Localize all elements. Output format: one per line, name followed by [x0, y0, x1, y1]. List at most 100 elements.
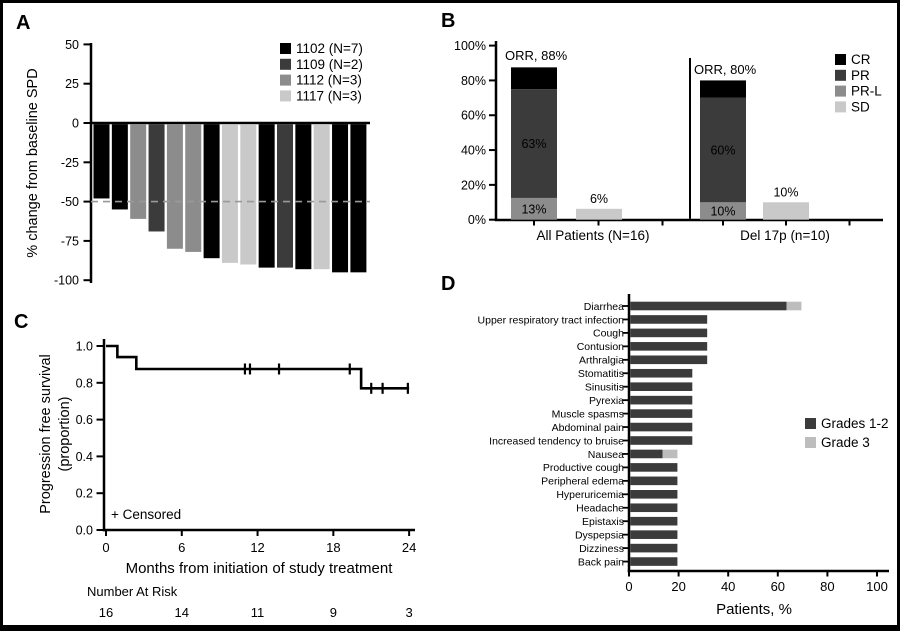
d-category-label: Stomatitis — [578, 368, 624, 380]
a-y-tick-label: 50 — [65, 38, 79, 52]
d-bar-grades-1-2 — [630, 355, 708, 365]
a-legend-label: 1102 (N=7) — [296, 41, 363, 56]
d-x-tick-label: 0 — [625, 579, 632, 594]
d-category-label: Arthralgia — [579, 355, 624, 367]
d-bar-grade-3 — [786, 301, 802, 311]
d-bar-grades-1-2 — [630, 328, 708, 338]
a-waterfall-bar — [350, 124, 367, 273]
b-legend-swatch — [835, 85, 846, 97]
d-bar-grades-1-2 — [630, 516, 678, 526]
a-waterfall-bar — [166, 124, 183, 249]
c-y-tick-label: 0.8 — [76, 376, 93, 390]
c-y-tick-label: 0.2 — [76, 487, 93, 501]
b-segment-value-label: 13% — [521, 72, 546, 86]
b-stack-segment-cr — [511, 67, 557, 90]
d-bar-grades-1-2 — [630, 490, 678, 499]
d-x-tick-label: 60 — [771, 579, 785, 594]
a-waterfall-bar — [258, 124, 275, 268]
a-legend-swatch — [280, 74, 291, 86]
panel-b-response-chart: 0% 20% 40% 60% 80% 100% 13% 63% 13% 6% ORR, 88% All… — [454, 39, 883, 243]
b-group-label: All Patients (N=16) — [537, 228, 650, 243]
d-legend-swatch — [805, 437, 816, 448]
c-y-tick-label: 0.6 — [76, 413, 93, 427]
d-category-label: Headache — [576, 503, 624, 515]
a-y-tick-label: -75 — [61, 234, 79, 248]
b-group-label: Del 17p (n=10) — [740, 228, 830, 243]
d-bar-grades-1-2 — [630, 503, 678, 513]
d-category-label: Increased tendency to bruise — [489, 435, 624, 447]
c-x-tick-label: 0 — [102, 540, 109, 555]
b-legend-swatch — [835, 69, 846, 81]
d-x-tick-label: 100 — [866, 579, 888, 594]
b-stack-segment-pr — [700, 97, 746, 203]
b-segment-value-label: 10% — [710, 83, 735, 97]
a-legend-label: 1117 (N=3) — [296, 88, 362, 103]
d-category-label: Abdominal pain — [552, 422, 625, 434]
d-category-label: Hyperuricemia — [556, 489, 624, 501]
b-legend-swatch — [835, 54, 846, 65]
c-x-tick-label: 6 — [178, 540, 185, 555]
b-sd-value-label: 6% — [590, 192, 608, 206]
d-bar-grades-1-2 — [630, 463, 678, 472]
a-waterfall-bar — [93, 124, 110, 199]
c-number-at-risk-title: Number At Risk — [87, 584, 178, 599]
a-waterfall-bar — [111, 124, 128, 210]
d-legend-swatch — [805, 418, 816, 429]
d-category-label: Sinusitis — [585, 382, 624, 394]
b-legend-label: PR-L — [851, 84, 882, 99]
d-bar-grades-1-2 — [630, 395, 693, 405]
c-y-tick-label: 0.0 — [76, 524, 93, 538]
d-x-axis-title: Patients, % — [716, 601, 792, 618]
d-category-label: Dizziness — [579, 543, 624, 555]
b-y-tick-label: 100% — [454, 39, 486, 53]
a-waterfall-bar — [313, 124, 330, 270]
d-category-label: Upper respiratory tract infection — [478, 314, 625, 326]
d-bar-grades-1-2 — [630, 557, 678, 566]
a-waterfall-bar — [221, 124, 238, 263]
c-y-axis-title-line1: Progression free survival — [38, 354, 54, 514]
a-legend-swatch — [280, 90, 291, 102]
b-legend-label: PR — [851, 68, 870, 83]
a-y-tick-label: -50 — [61, 195, 79, 209]
b-segment-value-label: 60% — [710, 144, 735, 158]
d-x-tick-label: 20 — [671, 579, 685, 594]
d-category-label: Productive cough — [543, 462, 624, 474]
a-legend-swatch — [280, 43, 291, 54]
a-waterfall-bar — [277, 124, 293, 268]
panel-d-letter: D — [441, 273, 456, 295]
b-orr-label: ORR, 80% — [694, 62, 757, 77]
d-category-label: Contusion — [577, 341, 624, 353]
c-km-step-curve — [106, 344, 410, 390]
a-waterfall-bar — [295, 124, 312, 270]
d-x-tick-label: 80 — [820, 579, 834, 594]
b-y-tick-label: 40% — [461, 144, 486, 158]
d-bar-grade-3 — [662, 449, 678, 459]
a-legend-swatch — [280, 58, 291, 70]
d-bar-grades-1-2 — [630, 436, 693, 445]
b-sd-bar — [576, 208, 622, 220]
c-number-at-risk-value: 14 — [175, 605, 189, 620]
d-category-label: Pyrexia — [589, 395, 624, 407]
b-legend-label: CR — [851, 52, 871, 67]
c-number-at-risk-value: 9 — [330, 605, 337, 620]
a-y-tick-label: 25 — [65, 77, 79, 91]
c-x-tick-label: 24 — [402, 540, 416, 555]
d-bar-grades-1-2 — [630, 382, 693, 391]
panel-a-letter: A — [16, 12, 31, 34]
d-bar-grades-1-2 — [630, 409, 693, 418]
c-x-axis-title: Months from initiation of study treatmen… — [126, 560, 394, 577]
c-y-tick-label: 0.4 — [76, 450, 93, 464]
c-censored-note: + Censored — [111, 507, 181, 522]
d-legend-label: Grades 1-2 — [821, 416, 889, 431]
c-number-at-risk-value: 16 — [99, 605, 113, 620]
a-legend-label: 1109 (N=2) — [296, 57, 363, 72]
b-y-tick-label: 0% — [468, 213, 486, 227]
b-sd-value-label: 10% — [773, 185, 798, 199]
a-waterfall-bar — [185, 124, 202, 252]
c-y-tick-label: 1.0 — [76, 340, 93, 354]
d-bar-grades-1-2 — [630, 422, 693, 432]
d-bar-grades-1-2 — [630, 543, 678, 553]
panel-c-letter: C — [14, 311, 29, 333]
